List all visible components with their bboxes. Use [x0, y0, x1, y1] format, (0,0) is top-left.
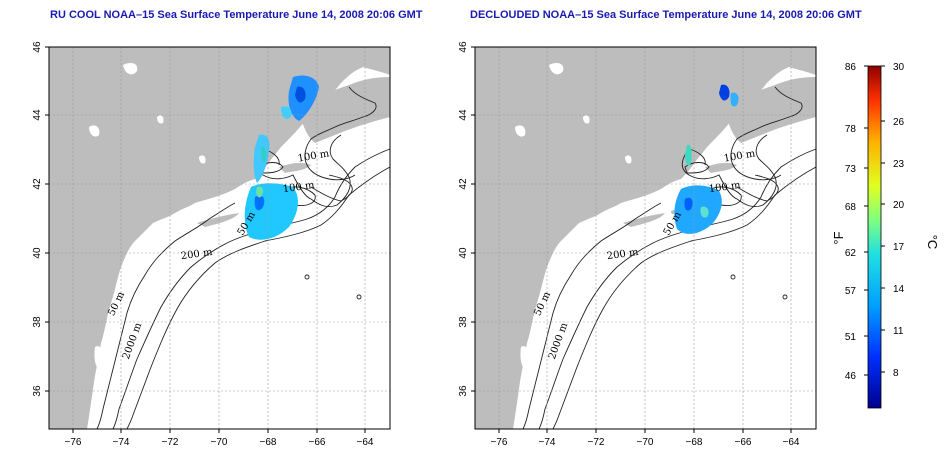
x-tick-label: −72 — [588, 437, 605, 448]
temperature-colorbar: 86 78 73 68 62 57 51 46 30 26 23 20 17 14 11 8 °F °C — [831, 62, 940, 409]
y-tick-label: 42 — [458, 178, 469, 190]
left-axis-ticks: −76 −74 −72 −70 −68 −66 −64 46 44 42 40 38 36 — [32, 41, 374, 448]
y-tick-label: 40 — [32, 247, 43, 259]
fahrenheit-tick-label: 78 — [845, 124, 857, 135]
isobath-label: 200 m — [180, 247, 213, 262]
fahrenheit-tick-label: 68 — [845, 202, 857, 213]
right-map-panel — [474, 46, 817, 430]
fahrenheit-tick-label: 46 — [845, 371, 857, 382]
y-tick-label: 40 — [458, 247, 469, 259]
celsius-tick-label: 20 — [893, 200, 905, 211]
y-tick-label: 38 — [32, 316, 43, 328]
celsius-unit-label: °C — [925, 235, 940, 250]
x-tick-label: −66 — [735, 437, 752, 448]
fahrenheit-tick-label: 51 — [845, 332, 857, 343]
y-tick-label: 42 — [32, 178, 43, 190]
fahrenheit-unit-label: °F — [831, 231, 846, 244]
celsius-tick-label: 23 — [893, 159, 905, 170]
celsius-tick-label: 26 — [893, 117, 905, 128]
left-map-title: RU COOL NOAA–15 Sea Surface Temperature … — [50, 9, 423, 21]
x-tick-label: −76 — [65, 437, 82, 448]
x-tick-label: −74 — [539, 437, 556, 448]
y-tick-label: 44 — [32, 109, 43, 121]
isobath-label: 100 m — [708, 180, 741, 195]
right-sst-patches — [674, 84, 739, 234]
y-tick-label: 36 — [32, 385, 43, 397]
y-tick-label: 46 — [458, 41, 469, 53]
x-tick-label: −64 — [783, 437, 800, 448]
celsius-tick-label: 11 — [893, 326, 904, 337]
fahrenheit-tick-label: 86 — [845, 62, 857, 73]
fahrenheit-tick-label: 62 — [845, 248, 857, 259]
left-sst-patches — [244, 75, 319, 240]
celsius-tick-label: 14 — [893, 284, 905, 295]
x-tick-label: −70 — [211, 437, 228, 448]
x-tick-label: −68 — [260, 437, 277, 448]
x-tick-label: −68 — [686, 437, 703, 448]
y-tick-label: 36 — [458, 385, 469, 397]
right-axis-ticks: −76 −74 −72 −70 −68 −66 −64 46 44 42 40 38 36 — [458, 41, 800, 448]
y-tick-label: 46 — [32, 41, 43, 53]
x-tick-label: −76 — [491, 437, 508, 448]
celsius-tick-label: 30 — [893, 62, 905, 73]
right-map-title: DECLOUDED NOAA–15 Sea Surface Temperatur… — [470, 9, 862, 21]
y-tick-label: 44 — [458, 109, 469, 121]
x-tick-label: −70 — [637, 437, 654, 448]
x-tick-label: −72 — [162, 437, 179, 448]
left-map-panel — [48, 46, 391, 430]
fahrenheit-tick-label: 57 — [845, 286, 857, 297]
x-tick-label: −74 — [113, 437, 130, 448]
celsius-tick-label: 8 — [893, 368, 899, 379]
x-tick-label: −66 — [309, 437, 326, 448]
celsius-tick-label: 17 — [893, 242, 905, 253]
y-tick-label: 38 — [458, 316, 469, 328]
fahrenheit-tick-label: 73 — [845, 164, 857, 175]
isobath-label: 100 m — [282, 180, 315, 195]
isobath-label: 200 m — [606, 247, 639, 262]
x-tick-label: −64 — [357, 437, 374, 448]
